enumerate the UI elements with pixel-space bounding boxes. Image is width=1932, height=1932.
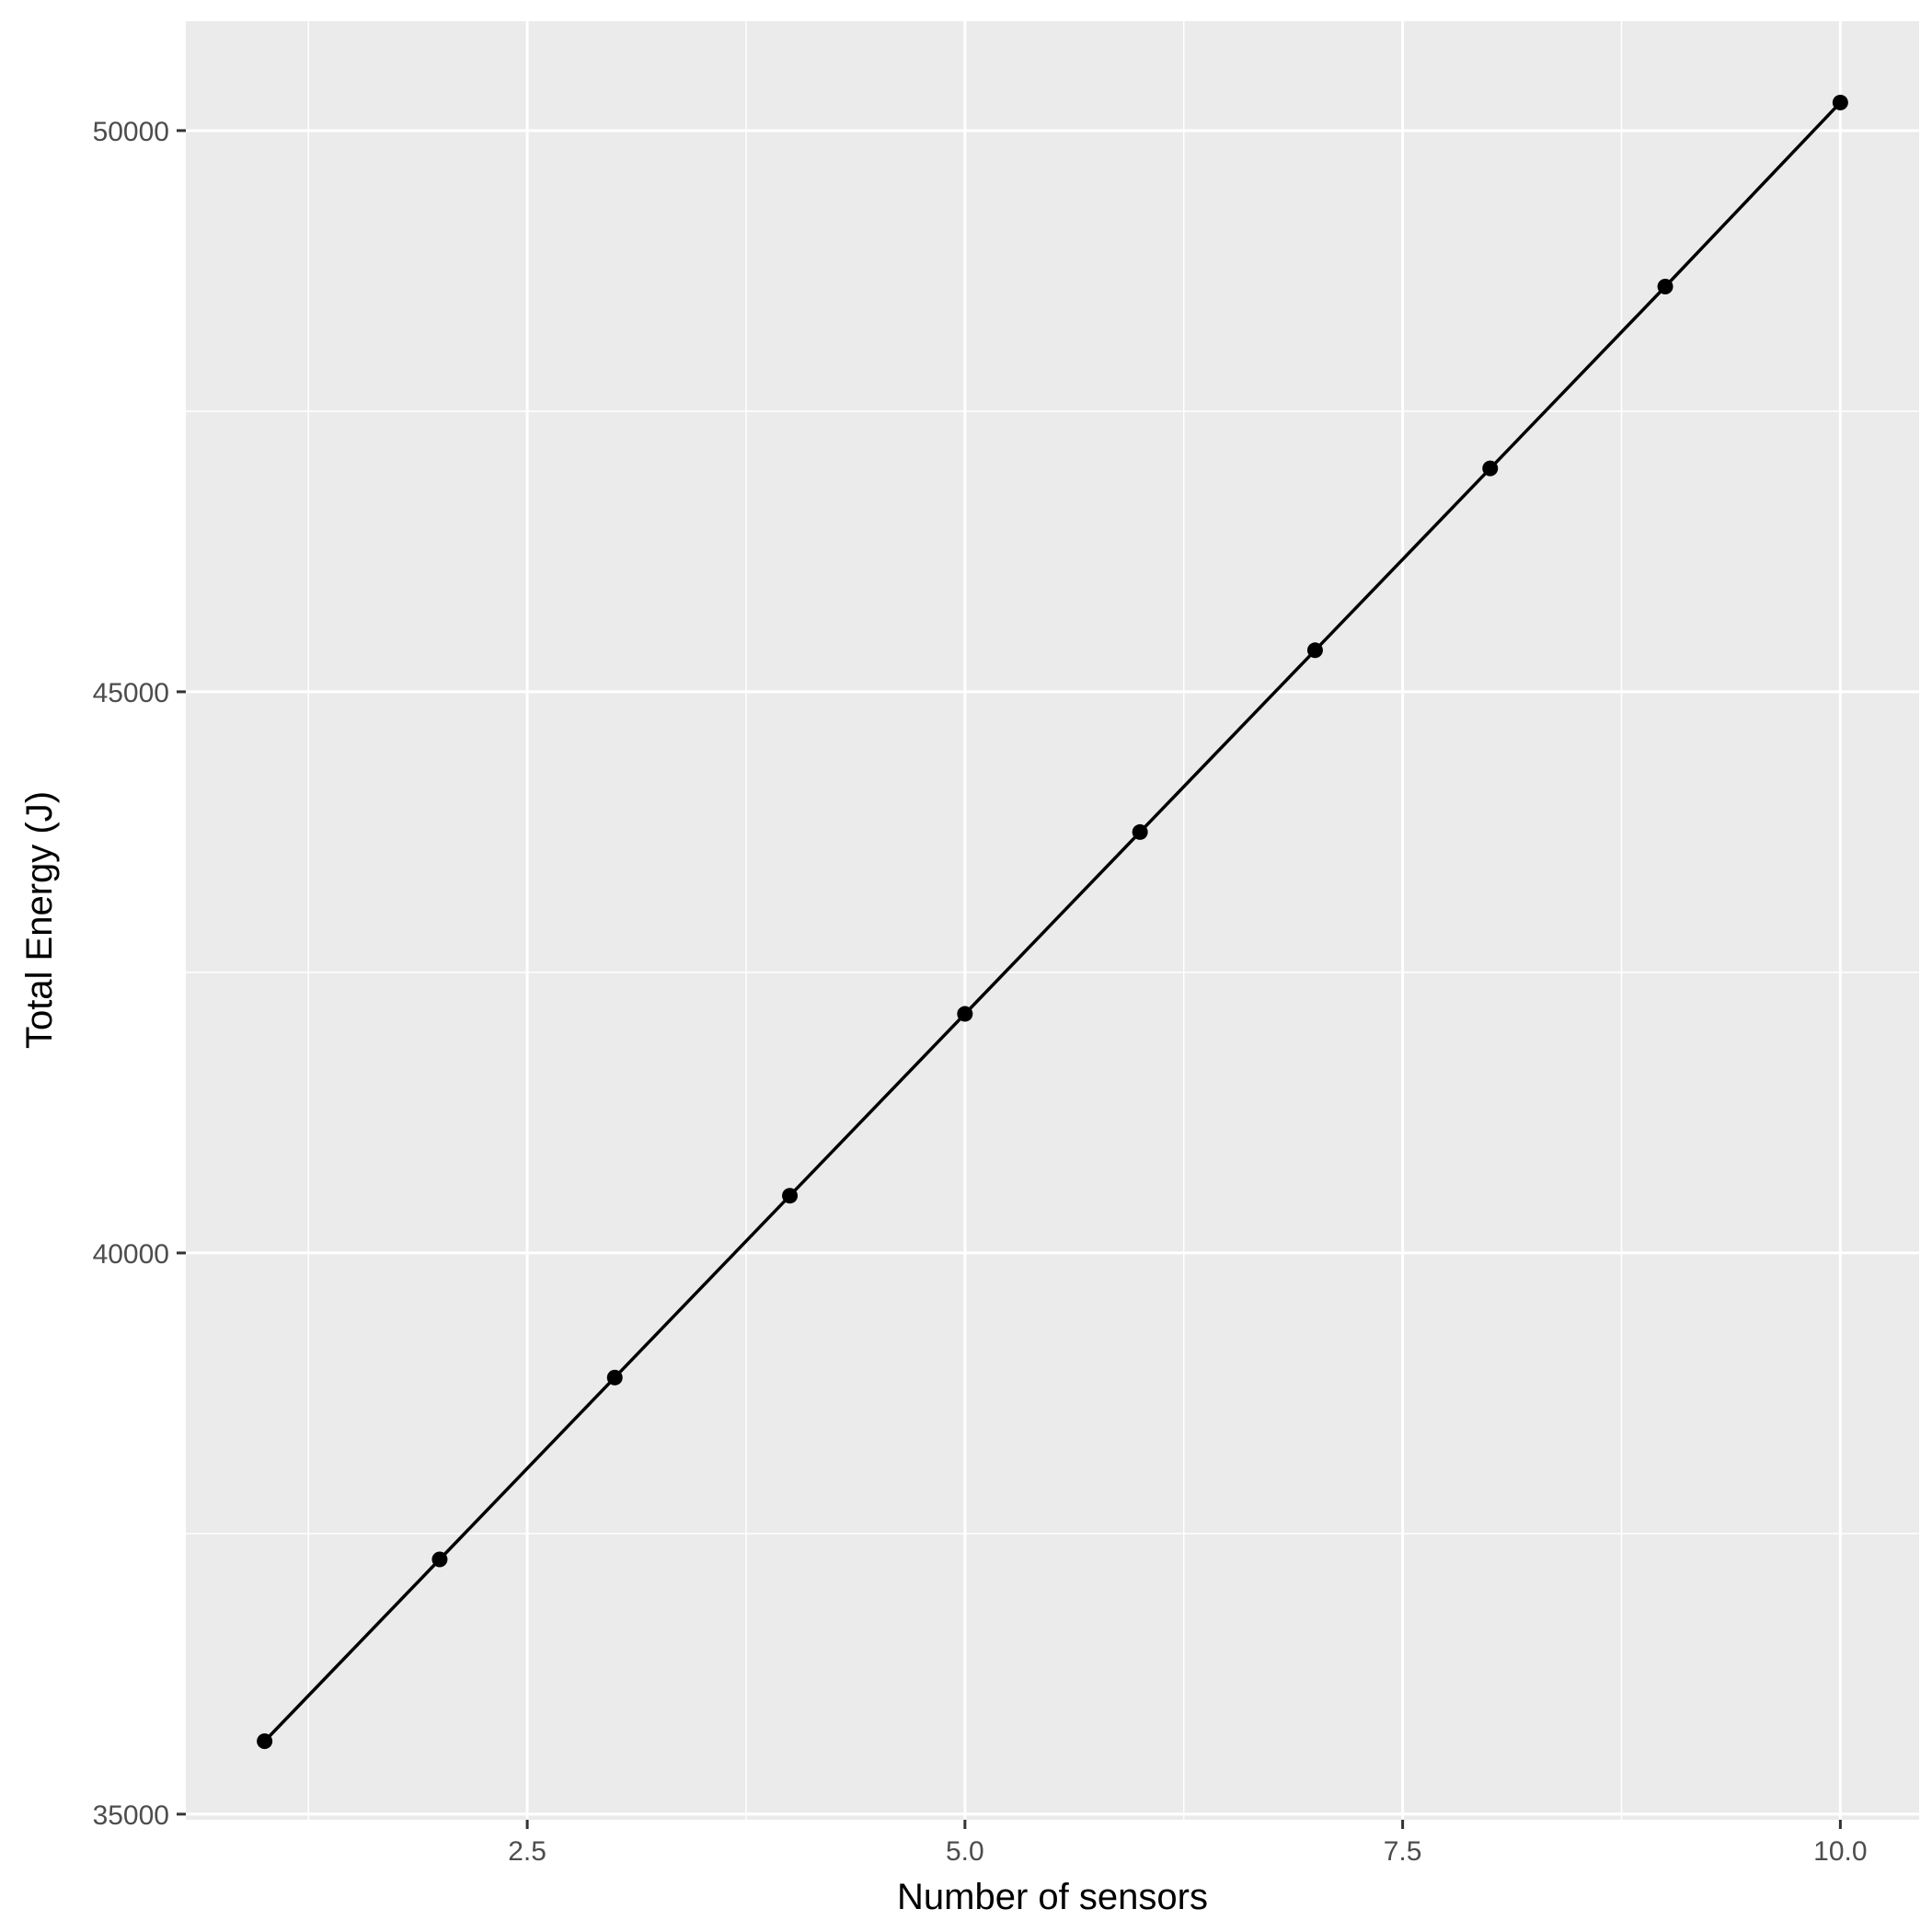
series-line-group (257, 94, 1848, 1750)
data-point (957, 1006, 973, 1022)
data-point (782, 1188, 799, 1204)
x-tick-label: 10.0 (1813, 1836, 1867, 1867)
data-point (1832, 94, 1848, 110)
minor-grid (186, 21, 1919, 1820)
y-tick-label: 45000 (93, 678, 169, 708)
x-tick-label: 2.5 (508, 1836, 546, 1867)
data-point (606, 1369, 623, 1386)
data-point (257, 1733, 273, 1750)
y-tick-label: 40000 (93, 1239, 169, 1270)
x-tick-label: 5.0 (946, 1836, 984, 1867)
x-tick-label: 7.5 (1384, 1836, 1422, 1867)
major-grid (186, 21, 1919, 1820)
y-tick-label: 35000 (93, 1800, 169, 1831)
data-point (431, 1551, 448, 1568)
x-axis: 2.5 5.0 7.5 10.0 (508, 1820, 1868, 1867)
y-axis-title: Total Energy (J) (19, 791, 60, 1049)
y-tick-label: 50000 (93, 117, 169, 147)
x-axis-title: Number of sensors (897, 1877, 1208, 1917)
data-point (1482, 460, 1499, 477)
data-point (1657, 279, 1673, 295)
series-line (263, 101, 1842, 1742)
data-point (1132, 823, 1148, 840)
data-point (1306, 642, 1323, 659)
y-axis: 35000 40000 45000 50000 (93, 117, 186, 1831)
